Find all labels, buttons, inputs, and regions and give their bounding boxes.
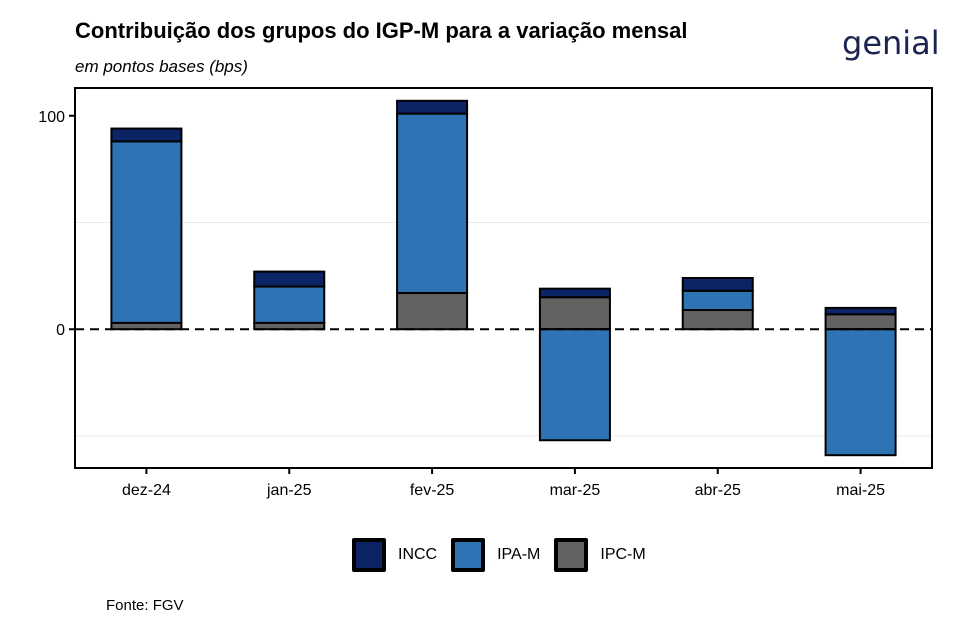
bar-ipam-jan-25 [253, 285, 326, 324]
legend-item-ipcm: IPC-M [554, 538, 646, 572]
bar-ipam-mar-25 [538, 328, 611, 442]
bar-ipam-mai-25 [824, 328, 897, 457]
x-tick-label: dez-24 [122, 482, 171, 499]
y-tick-label: 100 [38, 109, 65, 126]
bar-chart: dez-24 jan-25 fev-25 mar-25 abr-25 mai-25 0 100 [38, 87, 933, 499]
chart-subtitle: em pontos bases (bps) [75, 57, 248, 76]
brand-logo: genial [842, 24, 940, 62]
bar-incc-dez-24 [110, 127, 183, 143]
legend-item-ipam: IPA-M [451, 538, 540, 572]
bar-incc-abr-25 [681, 277, 754, 292]
bar-ipam-fev-25 [396, 112, 469, 294]
x-tick-label: mai-25 [836, 482, 885, 499]
bar-ipam-dez-24 [110, 140, 183, 324]
y-tick-label: 0 [56, 322, 65, 339]
bar-incc-mai-25 [824, 306, 897, 316]
x-tick-label: fev-25 [410, 482, 455, 499]
plot-frame [74, 87, 933, 469]
legend-swatch [554, 538, 589, 572]
source-note: Fonte: FGV [106, 597, 184, 614]
x-tick-label: jan-25 [266, 482, 312, 499]
bar-ipcm-abr-25 [681, 309, 754, 331]
bar-ipcm-mar-25 [538, 296, 611, 331]
legend-label: IPA-M [497, 546, 541, 563]
bar-ipam-abr-25 [681, 289, 754, 312]
legend-label: IPC-M [600, 546, 646, 563]
legend-swatch [451, 538, 486, 572]
bar-ipcm-fev-25 [396, 291, 469, 331]
bar-incc-jan-25 [253, 270, 326, 288]
x-tick-label: abr-25 [695, 482, 741, 499]
chart-legend: INCC IPA-M IPC-M [352, 538, 660, 572]
brand-logo-text: genial [842, 24, 940, 62]
legend-swatch [352, 538, 386, 572]
x-tick-label: mar-25 [550, 482, 601, 499]
bar-incc-fev-25 [396, 99, 469, 115]
chart-title: Contribuição dos grupos do IGP-M para a … [75, 18, 688, 43]
legend-label: INCC [398, 546, 438, 563]
bar-incc-mar-25 [538, 287, 611, 299]
bar-ipcm-mai-25 [824, 313, 897, 331]
legend-item-incc: INCC [352, 538, 437, 572]
